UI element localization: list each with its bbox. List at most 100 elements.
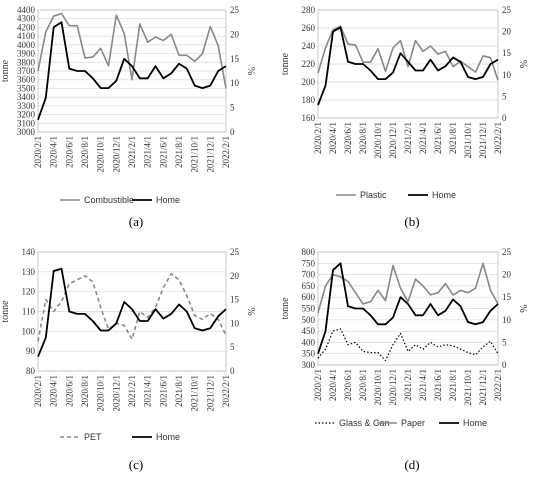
chart-panel-a: 3000310032003300340035003600370038003900… (0, 5, 256, 229)
y-tick-label-right: 5 (502, 91, 507, 101)
y-tick-label-left: 650 (302, 281, 316, 291)
y-tick-label-left: 3200 (17, 110, 36, 120)
y-tick-label-right: 15 (502, 48, 512, 58)
y-tick-label-left: 400 (302, 337, 316, 347)
x-tick-label: 2022/2/1 (221, 375, 231, 407)
x-tick-label: 2021/6/1 (433, 369, 443, 401)
legend-item: Paper (377, 418, 425, 428)
x-tick-label: 2021/8/1 (174, 375, 184, 407)
y-axis-label-left: tonne (0, 300, 11, 323)
chart-panel-c: 80 90 100 110 120 130 140 0 5 10 15 20 25 2020/2/1 202… (0, 247, 256, 472)
y-tick-label-right: 0 (230, 127, 235, 137)
series-line-combustible (37, 12, 227, 89)
series-line-home (317, 262, 499, 354)
y-tick-label-right: 5 (502, 337, 507, 347)
x-tick-label: 2020/8/1 (80, 375, 90, 407)
legend-item: Plastic (336, 190, 387, 200)
x-tick-label: 2020/2/1 (313, 122, 323, 154)
x-tick-label: 2020/4/1 (328, 122, 338, 154)
y-tick-label-left: 80 (26, 366, 36, 376)
x-tick-label: 2020/8/1 (80, 136, 90, 168)
y-tick-label-right: 5 (230, 342, 235, 352)
x-tick-label: 2021/12/1 (478, 369, 488, 406)
x-tick-label: 2020/2/1 (33, 136, 43, 168)
x-tick-label: 2021/2/1 (403, 369, 413, 401)
y-tick-label-left: 160 (302, 113, 316, 123)
x-tick-label: 2021/4/1 (418, 122, 428, 154)
x-tick-label: 2020/12/1 (388, 122, 398, 159)
y-tick-label-left: 700 (302, 270, 316, 280)
x-tick-label: 2020/2/1 (33, 375, 43, 407)
y-tick-label-left: 200 (302, 77, 316, 87)
x-tick-label: 2021/2/1 (403, 122, 413, 154)
y-tick-label-left: 4000 (17, 40, 36, 50)
x-tick-label: 2020/6/1 (343, 369, 353, 401)
x-tick-label: 2021/2/1 (127, 375, 137, 407)
y-tick-label-right: 20 (230, 29, 240, 39)
x-tick-label: 2021/8/1 (174, 136, 184, 168)
plot-frame (37, 251, 227, 372)
x-tick-label: 2021/4/1 (143, 136, 153, 168)
legend-item: Home (439, 418, 487, 428)
y-tick-label-left: 280 (302, 5, 316, 15)
y-tick-label-left: 180 (302, 95, 316, 105)
legend-item: Glass & Can (315, 418, 390, 428)
panel-label: (a) (129, 214, 143, 229)
panel-label: (d) (404, 457, 419, 472)
series-line-pet (37, 272, 227, 342)
y-tick-label-left: 300 (302, 360, 316, 370)
x-tick-label: 2021/10/1 (463, 122, 473, 159)
y-tick-label-right: 0 (230, 366, 235, 376)
legend-label: Home (463, 418, 487, 428)
chart-panel-b: 160 180 200 220 240 260 280 0 5 10 15 20 25 2020/2/1 2… (280, 5, 528, 229)
y-tick-label-left: 4400 (17, 5, 36, 15)
y-tick-label-left: 550 (302, 304, 316, 314)
y-tick-label-left: 240 (302, 41, 316, 51)
y-tick-label-right: 0 (502, 113, 507, 123)
y-tick-label-right: 25 (230, 5, 240, 15)
y-tick-label-left: 3700 (17, 66, 36, 76)
y-tick-label-right: 25 (502, 5, 512, 15)
x-tick-label: 2020/4/1 (49, 136, 59, 168)
y-tick-label-left: 500 (302, 315, 316, 325)
legend-label: Glass & Can (339, 418, 390, 428)
y-tick-label-right: 15 (502, 292, 512, 302)
y-tick-label-right: 15 (230, 54, 240, 64)
y-tick-label-right: 5 (230, 103, 235, 113)
y-tick-label-left: 110 (22, 307, 36, 317)
x-tick-label: 2021/10/1 (463, 369, 473, 406)
y-tick-label-left: 120 (22, 287, 36, 297)
panel-label: (b) (404, 214, 419, 229)
series-line-home (37, 21, 227, 121)
y-tick-label-left: 3500 (17, 83, 36, 93)
y-tick-label-left: 3600 (17, 75, 36, 85)
y-tick-label-right: 10 (230, 318, 240, 328)
x-tick-label: 2021/12/1 (205, 375, 215, 412)
legend-label: Paper (401, 418, 425, 428)
x-tick-label: 2022/2/1 (493, 122, 503, 154)
y-tick-label-left: 130 (22, 267, 36, 277)
legend-item: Combustible (60, 195, 134, 205)
x-tick-label: 2021/4/1 (143, 375, 153, 407)
y-tick-label-left: 90 (26, 346, 36, 356)
y-tick-label-left: 3300 (17, 101, 36, 111)
x-tick-label: 2020/8/1 (358, 122, 368, 154)
x-tick-label: 2021/10/1 (190, 375, 200, 412)
series-line-plastic (317, 25, 499, 81)
x-tick-label: 2020/12/1 (111, 136, 121, 173)
y-axis-label-left: tonne (280, 297, 291, 320)
x-tick-label: 2021/8/1 (448, 369, 458, 401)
y-tick-label-right: 15 (230, 295, 240, 305)
y-tick-label-left: 750 (302, 258, 316, 268)
y-tick-label-left: 4300 (17, 14, 36, 24)
x-tick-label: 2021/6/1 (158, 136, 168, 168)
y-tick-label-left: 3000 (17, 127, 36, 137)
series-line-home (37, 267, 227, 358)
x-tick-label: 2020/12/1 (111, 375, 121, 412)
y-axis-label-right: % (245, 307, 256, 315)
y-tick-label-right: 20 (502, 270, 512, 280)
legend-item: Home (132, 195, 180, 205)
x-tick-label: 2020/6/1 (343, 122, 353, 154)
